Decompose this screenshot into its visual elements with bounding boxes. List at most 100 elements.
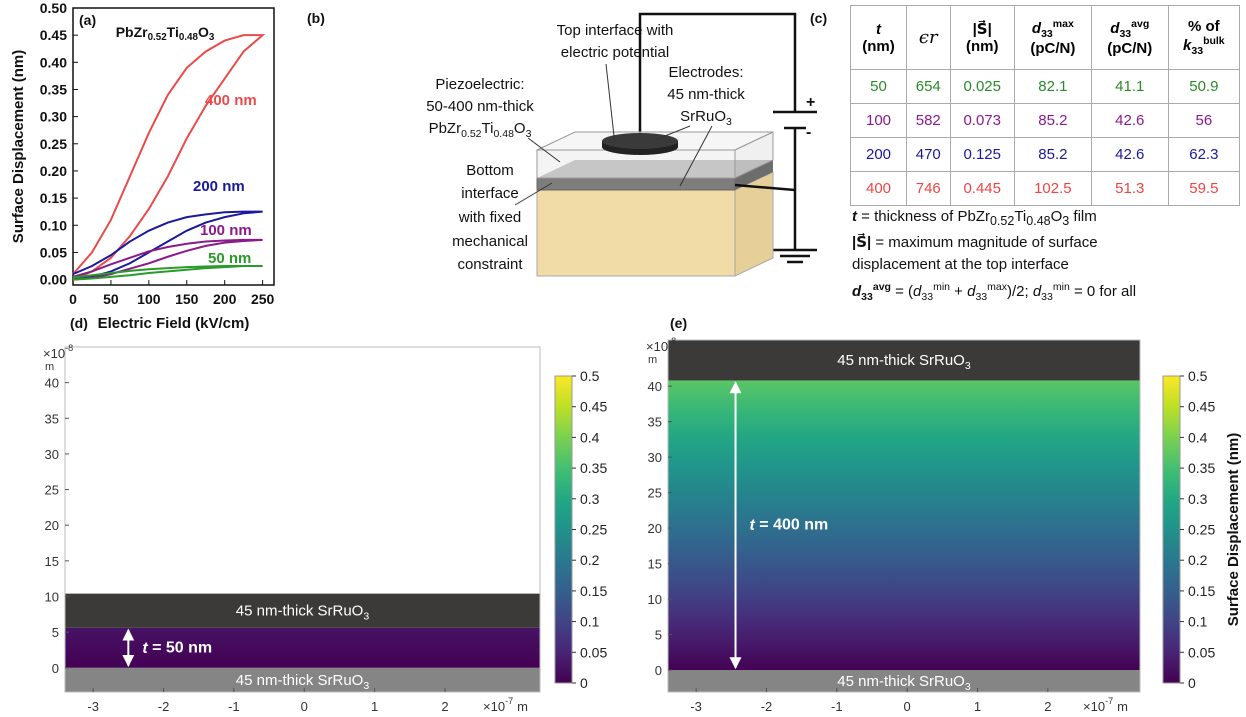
table-cell: 85.2 [1013,137,1092,172]
panel-label: (e) [670,315,687,331]
y-tick-label: 0.15 [40,190,67,206]
text-segment: d [1110,20,1120,37]
axis-unit: ×10-8 [646,336,676,354]
colorbar-tick-label: 0.05 [580,644,607,660]
text-segment: (pC/N) [1030,40,1076,57]
series-line [72,264,263,281]
electrode-layer [65,667,540,692]
text-segment: = maximum magnitude of surface [871,234,1098,251]
header-line: d33max [1015,18,1091,40]
pointer [514,182,553,206]
x-tick-label: -3 [87,699,99,714]
table-cell: 41.1 [1090,69,1169,104]
top-electrode [602,133,678,149]
colorbar-tick-label: 0.4 [1188,429,1208,445]
film-layer [668,380,1140,670]
header-line: |S⃗| [951,20,1014,38]
series-label: 200 nm [193,178,245,195]
header-line: % of [1169,18,1239,35]
unit-name: m [1117,699,1128,714]
y-tick-label: 0.00 [40,272,67,288]
table-cell: 85.2 [1013,103,1092,138]
series-line [72,238,263,281]
colorbar-tick-label: 0.35 [1188,460,1215,476]
text-segment: |S⃗| [972,21,992,38]
text-segment: min [933,281,950,293]
y-tick-label: 30 [45,446,59,461]
diagram-text: interface [461,185,519,202]
series-line [72,34,266,281]
colorbar-tick-label: 0 [580,675,588,691]
wire [638,12,797,134]
unit-base: ×10 [646,339,668,354]
note-line: |S⃗| = maximum magnitude of surface [852,232,1136,254]
property-table: t (nm) ϵr |S⃗| (nm) d33max (pC/N) d33avg (pC/N)%… [850,5,1241,206]
series-line [72,210,263,281]
axis-unit: ×10-7 m [1083,696,1128,714]
colorbar-tick-label: 0.25 [580,522,607,538]
table-cell: 102.5 [1013,171,1092,206]
axis-unit: m [648,354,657,366]
text-segment: % of [1188,18,1220,35]
polarity: - [806,124,811,141]
table-cell: 51.3 [1090,171,1169,206]
y-tick-label: 0.50 [40,0,67,16]
y-tick-label: 10 [648,592,662,607]
table-cell: 62.3 [1167,137,1241,172]
y-tick-label: 0.20 [40,163,67,179]
text-segment: 33 [1041,291,1053,303]
x-tick-label: 0 [301,699,308,714]
colorbar-tick-label: 0.5 [580,368,600,384]
colorbar-tick-label: 0.15 [580,583,607,599]
text-segment: d [913,283,922,300]
colorbar-tick-label: 0.15 [1188,583,1215,599]
y-tick-label: 0.10 [40,217,67,233]
bottom-electrode-side [735,160,773,190]
text-segment: min [1052,281,1070,293]
header-row: t (nm) ϵr |S⃗| (nm) d33max (pC/N) d33avg (pC/N)%… [850,5,1241,70]
colorbar [554,375,573,684]
header-cell: t (nm) [850,5,907,70]
polarity: + [806,94,815,111]
unit-exponent: -8 [65,343,73,353]
pointer [527,137,561,163]
table-cell: 42.6 [1090,103,1169,138]
text-segment: ϵr [918,27,938,48]
bottom-electrode [536,177,736,191]
unit-base: ×10 [483,699,505,714]
table-cell: 654 [906,69,951,104]
colorbar-tick-label: 0 [1188,675,1196,691]
text-segment: t [852,208,857,225]
x-tick-label: 50 [103,291,119,307]
unit-exponent: -8 [668,336,676,346]
text-segment: = ( [890,283,914,300]
table-cell: 82.1 [1013,69,1092,104]
pointer [654,125,691,141]
unit-base: ×10 [1083,699,1105,714]
text-segment: max [1052,18,1074,30]
table-cell: 100 [850,103,907,138]
note-line: d33avg = (d33min + d33max)/2; d33min = 0… [852,276,1136,308]
table-cell: 0.025 [949,69,1015,104]
pointer [679,125,713,187]
colorbar-tick-label: 0.1 [580,614,600,630]
text-segment: 33 [861,291,873,303]
wire [734,183,796,192]
x-tick-label: 2 [1044,699,1051,714]
table-row: 200 470 0.125 85.2 42.6 62.3 [850,137,1241,172]
x-tick-label: 1 [371,699,378,714]
x-tick-label: -2 [158,699,170,714]
header-cell: % of k33bulk [1167,5,1241,70]
colorbar-tick-label: 0.2 [580,552,600,568]
y-tick-label: 0.45 [40,27,67,43]
text-segment: = thickness of PbZr0.52Ti0.48O3 film [857,208,1097,228]
axis-unit: ×10-7 m [483,696,528,714]
table-cell: 582 [906,103,951,138]
table-cell: 0.073 [949,103,1015,138]
colorbar-tick-label: 0.3 [1188,491,1208,507]
unit-base: ×10 [43,346,65,361]
header-line: (nm) [851,38,906,55]
y-axis-label: Surface Displacement (nm) [10,50,27,243]
x-tick-label: -1 [228,699,240,714]
